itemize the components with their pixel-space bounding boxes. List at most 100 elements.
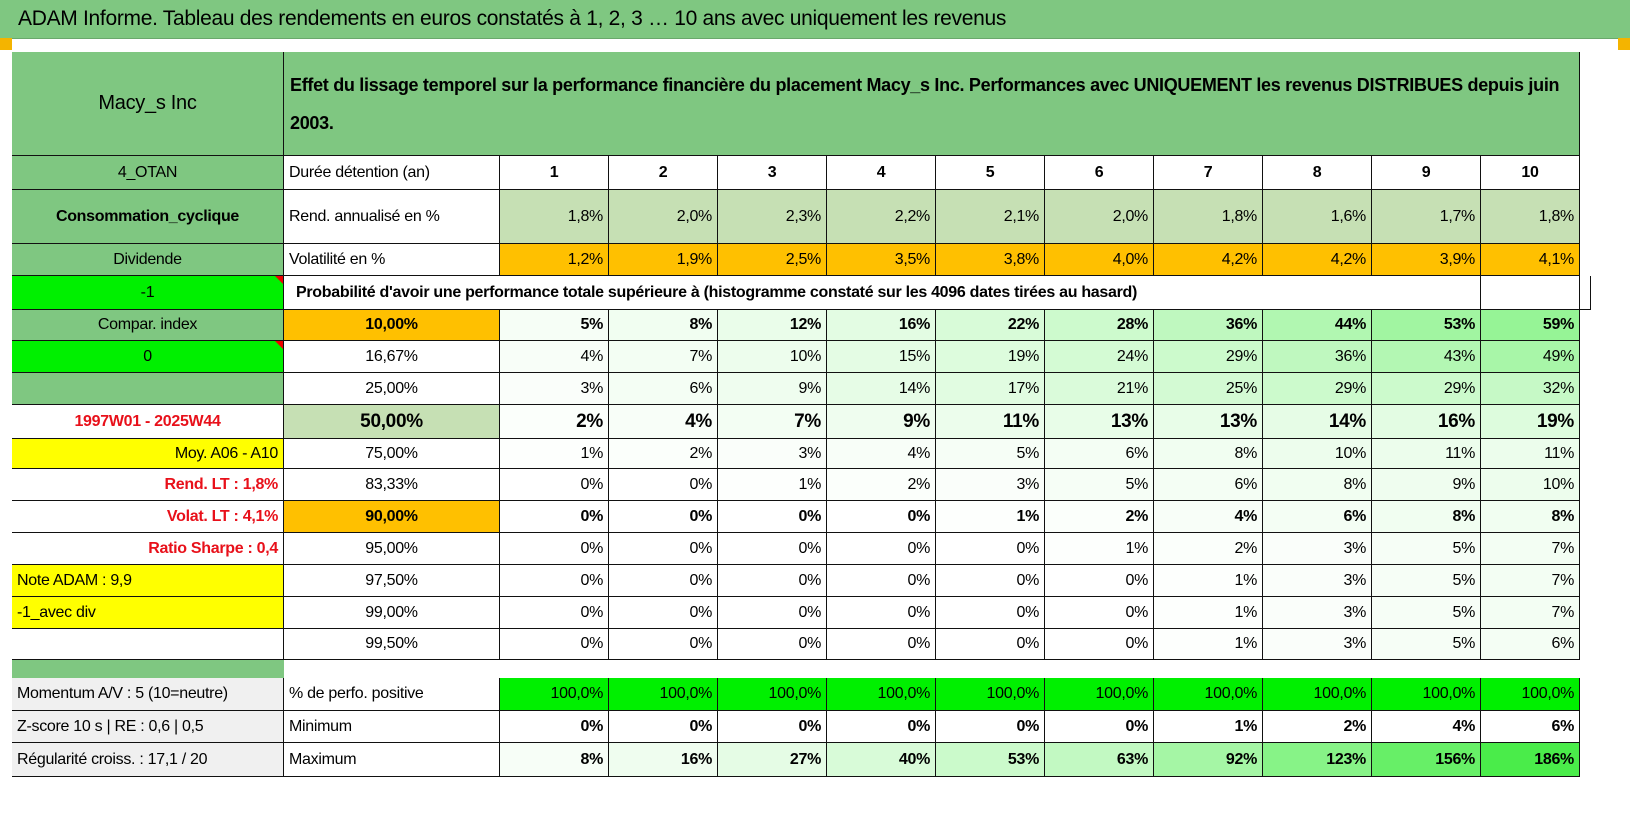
probability-value: 10% xyxy=(1481,469,1580,501)
annualized-return-label: Rend. annualisé en % xyxy=(284,190,500,244)
positive-performance-value: 100,0% xyxy=(718,678,827,711)
flag-cell[interactable]: -1 xyxy=(12,276,284,310)
probability-value: 8% xyxy=(1154,439,1263,469)
probability-value: 2% xyxy=(1154,533,1263,565)
probability-value: 53% xyxy=(1372,310,1481,341)
probability-caption: Probabilité d'avoir une performance tota… xyxy=(284,276,1481,310)
probability-value: 8% xyxy=(1372,501,1481,533)
probability-value: 0% xyxy=(609,533,718,565)
probability-value: 13% xyxy=(1154,405,1263,439)
volatility-value: 4,0% xyxy=(1045,244,1154,276)
probability-value: 6% xyxy=(1045,439,1154,469)
probability-value: 0% xyxy=(500,533,609,565)
probability-value: 0% xyxy=(1045,629,1154,660)
flag-cell[interactable]: 0 xyxy=(12,341,284,373)
empty-cell xyxy=(1580,276,1591,310)
annualized-return-value: 2,3% xyxy=(718,190,827,244)
type-label: Dividende xyxy=(12,244,284,276)
probability-value: 1% xyxy=(1154,629,1263,660)
probability-value: 6% xyxy=(1481,629,1580,660)
probability-value: 25% xyxy=(1154,373,1263,405)
threshold-label: 10,00% xyxy=(284,310,500,341)
probability-value: 17% xyxy=(936,373,1045,405)
maximum-value: 53% xyxy=(936,743,1045,777)
year-header: 3 xyxy=(718,156,827,190)
probability-value: 0% xyxy=(500,469,609,501)
report-title: ADAM Informe. Tableau des rendements en … xyxy=(18,7,1007,30)
probability-value: 19% xyxy=(936,341,1045,373)
threshold-label: 50,00% xyxy=(284,405,500,439)
probability-value: 0% xyxy=(718,565,827,597)
probability-value: 5% xyxy=(1045,469,1154,501)
threshold-label: 97,50% xyxy=(284,565,500,597)
probability-value: 8% xyxy=(609,310,718,341)
probability-value: 44% xyxy=(1263,310,1372,341)
probability-value: 9% xyxy=(1372,469,1481,501)
probability-value: 5% xyxy=(936,439,1045,469)
period-label: 1997W01 - 2025W44 xyxy=(12,405,284,439)
probability-value: 10% xyxy=(718,341,827,373)
probability-value: 7% xyxy=(1481,533,1580,565)
year-header: 5 xyxy=(936,156,1045,190)
probability-value: 0% xyxy=(936,629,1045,660)
probability-value: 0% xyxy=(500,629,609,660)
maximum-value: 40% xyxy=(827,743,936,777)
dividend-option: -1_avec div xyxy=(12,597,284,629)
probability-value: 9% xyxy=(827,405,936,439)
probability-value: 29% xyxy=(1372,373,1481,405)
code-label: 4_OTAN xyxy=(12,156,284,190)
adam-score: Note ADAM : 9,9 xyxy=(12,565,284,597)
probability-value: 29% xyxy=(1263,373,1372,405)
momentum-label: Momentum A/V : 5 (10=neutre) xyxy=(12,678,284,711)
probability-value: 16% xyxy=(1372,405,1481,439)
volatility-value: 1,9% xyxy=(609,244,718,276)
probability-value: 13% xyxy=(1045,405,1154,439)
year-header: 9 xyxy=(1372,156,1481,190)
probability-value: 36% xyxy=(1263,341,1372,373)
volatility-value: 1,2% xyxy=(500,244,609,276)
volatility-value: 3,9% xyxy=(1372,244,1481,276)
probability-value: 1% xyxy=(718,469,827,501)
maximum-value: 123% xyxy=(1263,743,1372,777)
annualized-return-value: 2,0% xyxy=(609,190,718,244)
minimum-value: 0% xyxy=(609,711,718,743)
title-bar: ADAM Informe. Tableau des rendements en … xyxy=(0,0,1630,39)
probability-value: 1% xyxy=(500,439,609,469)
probability-value: 7% xyxy=(609,341,718,373)
probability-value: 0% xyxy=(500,565,609,597)
spacer-cell xyxy=(284,660,294,678)
probability-value: 1% xyxy=(1154,597,1263,629)
probability-value: 3% xyxy=(1263,597,1372,629)
positive-performance-value: 100,0% xyxy=(1372,678,1481,711)
probability-value: 7% xyxy=(1481,597,1580,629)
annualized-return-value: 1,7% xyxy=(1372,190,1481,244)
threshold-label: 90,00% xyxy=(284,501,500,533)
annualized-return-value: 2,0% xyxy=(1045,190,1154,244)
probability-value: 1% xyxy=(1154,565,1263,597)
positive-performance-value: 100,0% xyxy=(936,678,1045,711)
minimum-value: 4% xyxy=(1372,711,1481,743)
probability-value: 3% xyxy=(1263,533,1372,565)
annualized-return-value: 1,8% xyxy=(1481,190,1580,244)
positive-performance-value: 100,0% xyxy=(1263,678,1372,711)
probability-value: 36% xyxy=(1154,310,1263,341)
sector-label: Consommation_cyclique xyxy=(12,190,284,244)
threshold-label: 16,67% xyxy=(284,341,500,373)
probability-value: 0% xyxy=(827,597,936,629)
probability-value: 4% xyxy=(609,405,718,439)
probability-value: 4% xyxy=(500,341,609,373)
threshold-label: 25,00% xyxy=(284,373,500,405)
positive-performance-value: 100,0% xyxy=(827,678,936,711)
probability-value: 32% xyxy=(1481,373,1580,405)
probability-value: 6% xyxy=(1263,501,1372,533)
annualized-return-value: 2,1% xyxy=(936,190,1045,244)
probability-value: 7% xyxy=(718,405,827,439)
empty-cell xyxy=(12,373,284,405)
probability-value: 0% xyxy=(936,597,1045,629)
minimum-value: 0% xyxy=(827,711,936,743)
probability-value: 3% xyxy=(718,439,827,469)
probability-value: 43% xyxy=(1372,341,1481,373)
probability-value: 49% xyxy=(1481,341,1580,373)
probability-value: 2% xyxy=(500,405,609,439)
maximum-value: 16% xyxy=(609,743,718,777)
